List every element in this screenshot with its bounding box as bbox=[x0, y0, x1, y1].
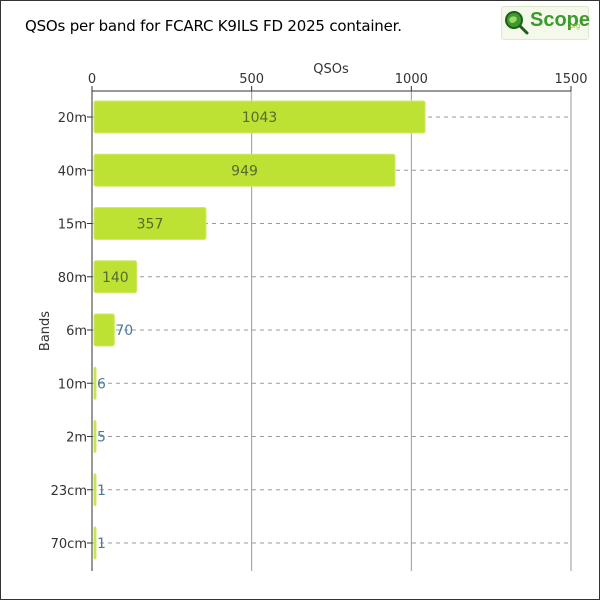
data-label: 1 bbox=[97, 483, 106, 499]
bar-70cm[interactable] bbox=[93, 526, 97, 560]
data-label: 1043 bbox=[242, 110, 278, 126]
y-axis-label: Bands bbox=[38, 311, 53, 351]
data-label: 357 bbox=[137, 217, 164, 233]
axes: QSOs Bands 0 500 1000 1500 20m 40m 15m 80m 6m 10m… bbox=[38, 62, 588, 571]
bars bbox=[93, 100, 426, 560]
chart-title: QSOs per band for FCARC K9ILS FD 2025 co… bbox=[25, 17, 402, 35]
y-tick-label: 40m bbox=[58, 164, 87, 179]
data-labels: 1043 949 357 140 70 6 5 1 1 bbox=[97, 110, 277, 552]
bar-20m[interactable] bbox=[93, 100, 426, 134]
x-tick-label: 0 bbox=[88, 72, 96, 87]
y-tick-label: 15m bbox=[58, 218, 87, 233]
x-tick-label: 1500 bbox=[554, 72, 587, 87]
x-tick-label: 500 bbox=[239, 72, 264, 87]
bar-23cm[interactable] bbox=[93, 473, 97, 507]
y-tick-label: 10m bbox=[58, 377, 87, 392]
logo-text: Scope bbox=[530, 9, 591, 31]
data-label: 5 bbox=[97, 430, 106, 446]
x-tick-label: 1000 bbox=[395, 72, 428, 87]
data-label: 70 bbox=[115, 323, 133, 339]
y-tick-label: 2m bbox=[66, 431, 87, 446]
data-label: 140 bbox=[102, 270, 129, 286]
y-tick-label: 70cm bbox=[51, 537, 87, 552]
bar-80m[interactable] bbox=[93, 260, 138, 294]
logo-suffix: .org bbox=[568, 23, 581, 30]
data-label: 949 bbox=[231, 163, 258, 179]
y-tick-label: 20m bbox=[58, 111, 87, 126]
bar-2m[interactable] bbox=[93, 420, 97, 453]
data-label: 1 bbox=[97, 536, 106, 552]
data-label: 6 bbox=[97, 376, 106, 392]
bar-6m[interactable] bbox=[93, 313, 115, 347]
y-tick-label: 6m bbox=[66, 324, 87, 339]
y-tick-label: 23cm bbox=[51, 484, 87, 499]
x-axis-label: QSOs bbox=[313, 62, 349, 77]
bar-15m[interactable] bbox=[93, 207, 207, 240]
y-tick-label: 80m bbox=[58, 271, 87, 286]
qscope-logo[interactable]: Scope .org bbox=[501, 6, 591, 40]
bar-40m[interactable] bbox=[93, 153, 396, 187]
magnifier-globe-icon bbox=[505, 11, 529, 35]
bar-10m[interactable] bbox=[93, 366, 97, 400]
